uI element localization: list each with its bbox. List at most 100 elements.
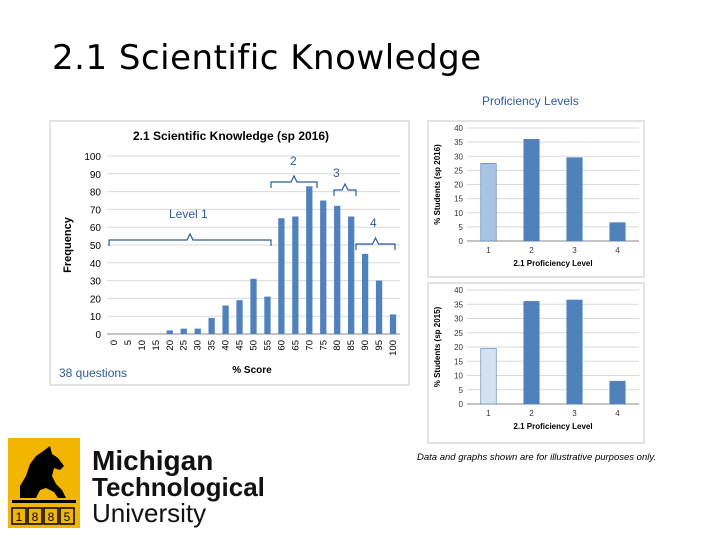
hist-x-tick-label: 90 bbox=[360, 340, 371, 351]
hist-y-tick-label: 90 bbox=[90, 170, 102, 181]
level4-label: 4 bbox=[370, 216, 377, 230]
prof-y-tick-label: 30 bbox=[454, 152, 463, 161]
hist-y-tick-label: 0 bbox=[95, 330, 101, 341]
prof-y-tick-label: 5 bbox=[459, 386, 464, 395]
questions-note: 38 questions bbox=[59, 366, 128, 380]
hist-y-tick-label: 60 bbox=[90, 223, 102, 234]
hist-bar bbox=[361, 253, 369, 334]
hist-x-tick-label: 70 bbox=[304, 340, 315, 351]
prof-x-tick-label: 4 bbox=[615, 246, 620, 255]
hist-x-tick-label: 25 bbox=[179, 340, 190, 351]
proficiency-2016-chart: 0 5 10 15 20 25 30 35 40 1 2 3 4 2.1 Proficiency Leve… bbox=[433, 124, 639, 268]
year-digit-2: 8 bbox=[32, 510, 39, 524]
hist-bar bbox=[166, 330, 173, 334]
hist-x-tick-label: 95 bbox=[374, 340, 385, 351]
prof-bar bbox=[480, 348, 497, 405]
prof-bar bbox=[480, 163, 497, 242]
prof-y-tick-label: 0 bbox=[459, 237, 464, 246]
prof-y-tick-label: 40 bbox=[454, 124, 463, 133]
hist-bar bbox=[278, 218, 285, 334]
prof-y-tick-label: 10 bbox=[454, 372, 463, 381]
level3-label: 3 bbox=[333, 166, 340, 180]
hist-y-tick-label: 40 bbox=[90, 259, 102, 270]
slide-title: 2.1 Scientific Knowledge bbox=[52, 38, 482, 78]
hist-x-tick-label: 5 bbox=[123, 340, 134, 345]
hist-x-tick-label: 35 bbox=[207, 340, 218, 351]
hist-y-tick-label: 50 bbox=[90, 241, 102, 252]
hist-bar bbox=[348, 216, 355, 334]
prof-bar bbox=[523, 301, 540, 405]
hist-y-tick-label: 20 bbox=[90, 294, 102, 305]
proficiency-2015-panel: 0 5 10 15 20 25 30 35 40 1 2 3 4 2.1 Proficiency Leve… bbox=[427, 282, 645, 444]
disclaimer-text: Data and graphs shown are for illustrati… bbox=[417, 452, 657, 463]
hist-bar bbox=[306, 186, 313, 334]
hist-x-tick-label: 40 bbox=[221, 340, 232, 351]
hist-x-tick-label: 30 bbox=[193, 340, 204, 351]
proficiency-2015-chart: 0 5 10 15 20 25 30 35 40 1 2 3 4 2.1 Proficiency Leve… bbox=[433, 286, 639, 431]
prof-y-tick-label: 5 bbox=[459, 223, 464, 232]
logo-line-michigan: Michigan bbox=[92, 445, 213, 476]
hist-x-axis-label: % Score bbox=[232, 365, 272, 376]
prof-x-tick-label: 3 bbox=[572, 246, 577, 255]
prof-x-tick-label: 4 bbox=[615, 409, 620, 418]
hist-x-tick-label: 80 bbox=[332, 340, 343, 351]
prof-bar bbox=[566, 299, 583, 405]
hist-bar bbox=[320, 200, 327, 334]
prof-x-tick-label: 2 bbox=[529, 246, 534, 255]
prof-x-axis-label: 2.1 Proficiency Level bbox=[513, 259, 592, 268]
prof-y-axis-label: % Students (sp 2016) bbox=[433, 144, 442, 225]
prof-y-tick-label: 15 bbox=[454, 195, 463, 204]
prof-y-tick-label: 40 bbox=[454, 286, 463, 295]
hist-x-tick-label: 85 bbox=[346, 340, 357, 351]
prof-y-tick-label: 35 bbox=[454, 138, 463, 147]
prof-y-tick-label: 20 bbox=[454, 181, 463, 190]
year-box-4 bbox=[59, 507, 75, 525]
hist-x-tick-label: 55 bbox=[262, 340, 273, 351]
hist-bar bbox=[222, 305, 229, 334]
hist-bar bbox=[194, 328, 201, 334]
hist-x-tick-label: 100 bbox=[388, 340, 399, 356]
year-digit-3: 8 bbox=[48, 510, 55, 524]
hist-bar bbox=[264, 296, 271, 334]
prof-x-axis-label: 2.1 Proficiency Level bbox=[513, 422, 592, 431]
prof-bar bbox=[609, 222, 626, 242]
year-digit-1: 1 bbox=[16, 510, 23, 524]
hist-x-tick-label: 10 bbox=[137, 340, 148, 351]
hist-bar bbox=[236, 300, 243, 334]
hist-y-tick-label: 70 bbox=[90, 205, 102, 216]
proficiency-2016-panel: 0 5 10 15 20 25 30 35 40 1 2 3 4 2.1 Proficiency Leve… bbox=[427, 120, 645, 278]
university-logo: 1 8 8 5 Michigan Technological Universit… bbox=[6, 436, 286, 532]
hist-bar bbox=[334, 205, 341, 334]
year-box-3 bbox=[43, 507, 59, 525]
prof-y-tick-label: 25 bbox=[454, 329, 463, 338]
hist-bar bbox=[375, 280, 383, 334]
proficiency-levels-heading: Proficiency Levels bbox=[482, 94, 579, 108]
logo-ground-line bbox=[12, 500, 76, 503]
hist-x-tick-label: 15 bbox=[151, 340, 162, 351]
prof-bar bbox=[523, 138, 540, 242]
hist-bar bbox=[208, 317, 215, 334]
prof-y-tick-label: 35 bbox=[454, 300, 463, 309]
hist-y-tick-label: 30 bbox=[90, 277, 102, 288]
hist-bar bbox=[180, 328, 187, 334]
husky-icon bbox=[20, 446, 66, 498]
prof-y-axis-label: % Students (sp 2015) bbox=[433, 306, 442, 387]
prof-x-tick-label: 1 bbox=[486, 409, 491, 418]
hist-y-tick-label: 80 bbox=[90, 188, 102, 199]
hist-bar bbox=[389, 314, 397, 334]
hist-x-tick-label: 20 bbox=[165, 340, 176, 351]
hist-title: 2.1 Scientific Knowledge (sp 2016) bbox=[133, 129, 329, 143]
hist-x-tick-label: 0 bbox=[109, 340, 120, 345]
prof-y-tick-label: 15 bbox=[454, 357, 463, 366]
year-box-1 bbox=[11, 507, 27, 525]
year-boxes: 1 8 8 5 bbox=[11, 507, 75, 525]
prof-x-tick-label: 3 bbox=[572, 409, 577, 418]
histogram-panel: 0 10 20 30 40 50 60 70 80 90 100 0 5 10 15 20 25 30 35 40 45… bbox=[49, 120, 410, 386]
hist-y-tick-label: 100 bbox=[84, 152, 101, 163]
hist-x-tick-label: 60 bbox=[276, 340, 287, 351]
year-digit-4: 5 bbox=[64, 510, 71, 524]
prof-x-tick-label: 1 bbox=[486, 246, 491, 255]
year-box-2 bbox=[27, 507, 43, 525]
prof-y-tick-label: 25 bbox=[454, 166, 463, 175]
